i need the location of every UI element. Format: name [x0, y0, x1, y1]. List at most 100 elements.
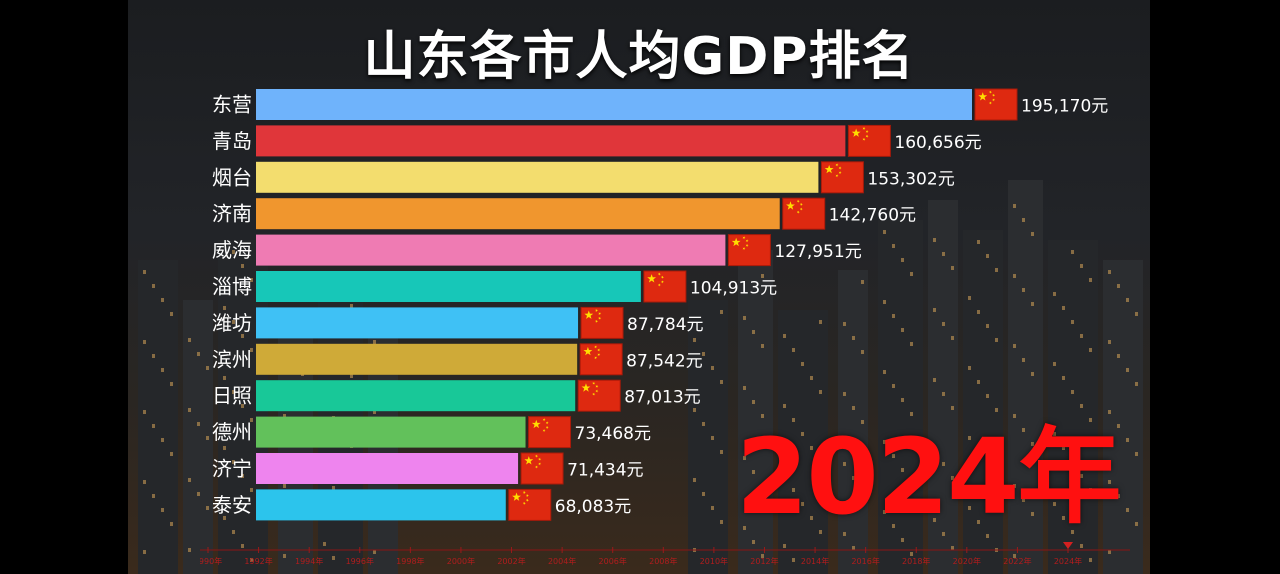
window-light — [1022, 428, 1025, 432]
window-light — [819, 460, 822, 464]
timeline-tick-label: 1990年 — [200, 556, 222, 566]
china-flag-icon — [782, 197, 826, 230]
window-light — [241, 334, 244, 338]
window-light — [892, 314, 895, 318]
window-light — [373, 340, 376, 344]
window-light — [1089, 418, 1092, 422]
bar-category-label: 济宁 — [212, 457, 252, 481]
window-light — [986, 324, 989, 328]
window-light — [693, 478, 696, 482]
window-light — [232, 250, 235, 254]
window-light — [968, 366, 971, 370]
bar-value-label: 104,913元 — [690, 279, 777, 299]
window-light — [152, 284, 155, 288]
timeline-tick-label: 1996年 — [346, 556, 374, 566]
window-light — [783, 474, 786, 478]
bar — [256, 89, 972, 120]
window-light — [783, 334, 786, 338]
window-light — [752, 400, 755, 404]
window-light — [933, 518, 936, 522]
window-light — [223, 376, 226, 380]
window-light — [1108, 550, 1111, 554]
window-light — [170, 312, 173, 316]
timeline-tick-label: 2018年 — [902, 556, 930, 566]
window-light — [1089, 348, 1092, 352]
window-light — [901, 328, 904, 332]
timeline-tick-label: 2004年 — [548, 556, 576, 566]
window-light — [843, 532, 846, 536]
window-light — [241, 474, 244, 478]
window-light — [206, 366, 209, 370]
window-light — [1126, 298, 1129, 302]
window-light — [1089, 278, 1092, 282]
window-light — [883, 300, 886, 304]
bar-value-label: 195,170元 — [1021, 97, 1108, 117]
window-light — [332, 486, 335, 490]
bar — [256, 380, 576, 412]
timeline-tick-label: 2012年 — [750, 556, 778, 566]
window-light — [752, 470, 755, 474]
window-light — [250, 418, 253, 422]
window-light — [1013, 204, 1016, 208]
window-light — [1022, 218, 1025, 222]
window-light — [206, 506, 209, 510]
bar-category-label: 威海 — [212, 238, 252, 262]
window-light — [250, 488, 253, 492]
timeline-tick-label: 2014年 — [801, 556, 829, 566]
window-light — [1117, 354, 1120, 358]
window-light — [1053, 432, 1056, 436]
window-light — [188, 478, 191, 482]
china-flag-icon — [974, 88, 1018, 121]
window-light — [843, 462, 846, 466]
window-light — [861, 350, 864, 354]
bar-value-label: 127,951元 — [774, 242, 861, 262]
window-light — [1031, 372, 1034, 376]
bar — [256, 416, 526, 448]
bar-value-label: 68,083元 — [555, 497, 631, 517]
window-light — [1089, 558, 1092, 562]
window-light — [819, 320, 822, 324]
window-light — [883, 440, 886, 444]
window-light — [792, 348, 795, 352]
window-light — [1071, 250, 1074, 254]
timeline-tick-label: 2022年 — [1003, 556, 1031, 566]
window-light — [1126, 438, 1129, 442]
window-light — [1062, 376, 1065, 380]
china-flag-icon — [520, 452, 564, 485]
window-light — [810, 516, 813, 520]
window-light — [241, 264, 244, 268]
bar-category-label: 济南 — [212, 202, 252, 226]
bar-category-label: 潍坊 — [212, 311, 252, 335]
window-light — [901, 398, 904, 402]
window-light — [942, 462, 945, 466]
window-light — [977, 520, 980, 524]
window-light — [250, 558, 253, 562]
bar — [256, 307, 579, 339]
bar-category-label: 日照 — [212, 384, 252, 408]
window-light — [197, 352, 200, 356]
window-light — [188, 338, 191, 342]
window-light — [951, 546, 954, 550]
window-light — [1089, 488, 1092, 492]
timeline-tick-label: 2020年 — [953, 556, 981, 566]
window-light — [986, 254, 989, 258]
bar-value-label: 71,434元 — [567, 461, 643, 481]
bar-value-label: 160,656元 — [894, 133, 981, 153]
window-light — [152, 424, 155, 428]
window-light — [801, 432, 804, 436]
window-light — [761, 274, 764, 278]
window-light — [942, 392, 945, 396]
bar-category-label: 东营 — [212, 93, 252, 117]
window-light — [843, 322, 846, 326]
bar-value-label: 73,468元 — [575, 424, 651, 444]
window-light — [1080, 544, 1083, 548]
window-light — [968, 296, 971, 300]
window-light — [188, 548, 191, 552]
year-label: 2024年 — [736, 416, 1121, 538]
timeline-tick-label: 2024年 — [1054, 556, 1082, 566]
window-light — [1108, 410, 1111, 414]
window-light — [1117, 284, 1120, 288]
bar-value-label: 87,013元 — [624, 388, 700, 408]
window-light — [743, 526, 746, 530]
